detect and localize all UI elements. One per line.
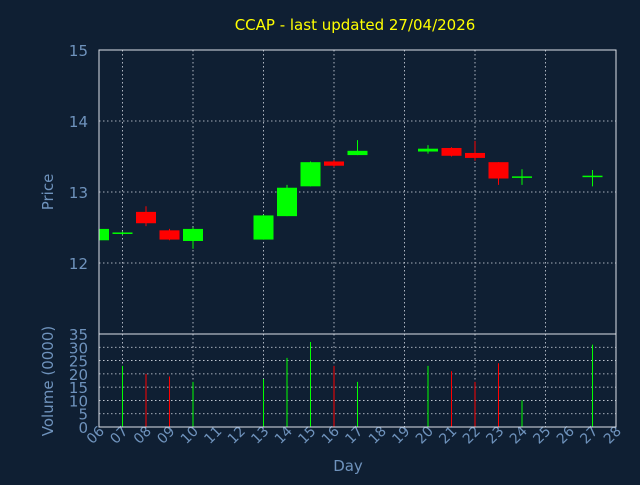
volume-tick-label: 5: [78, 406, 88, 424]
price-tick-label: 12: [69, 255, 88, 273]
candle-body: [488, 162, 509, 179]
volume-tick-label: 30: [69, 339, 88, 357]
volume-axis-label: Volume (0000): [39, 326, 57, 436]
candle-body: [136, 211, 156, 224]
volume-panel-frame: [98, 333, 617, 428]
volume-tick-label: 20: [69, 366, 88, 384]
candle-body: [582, 175, 603, 178]
price-tick-label: 14: [69, 113, 88, 131]
candle-body: [418, 148, 438, 152]
price-axis-label: Price: [39, 174, 57, 211]
volume-tick-label: 10: [69, 392, 88, 410]
candle-body: [183, 228, 203, 241]
candle-body: [512, 176, 532, 178]
candle-body: [159, 230, 180, 240]
price-tick-label: 13: [69, 184, 88, 202]
volume-tick-label: 35: [69, 326, 88, 344]
candle-body: [324, 161, 344, 166]
candle-body: [347, 150, 368, 156]
volume-tick-label: 0: [78, 419, 88, 437]
volume-tick-label: 15: [69, 379, 88, 397]
candle-body: [112, 232, 133, 234]
x-axis-label: Day: [333, 457, 363, 475]
candle-body: [300, 162, 321, 187]
chart-title: CCAP - last updated 27/04/2026: [235, 16, 476, 34]
candle-body: [253, 215, 274, 240]
candle-body: [441, 147, 462, 156]
candle-body: [99, 228, 109, 241]
price-tick-label: 15: [69, 42, 88, 60]
volume-tick-label: 25: [69, 353, 88, 371]
price-panel-frame: [98, 49, 617, 335]
candle-body: [277, 187, 297, 217]
candle-body: [465, 152, 485, 158]
